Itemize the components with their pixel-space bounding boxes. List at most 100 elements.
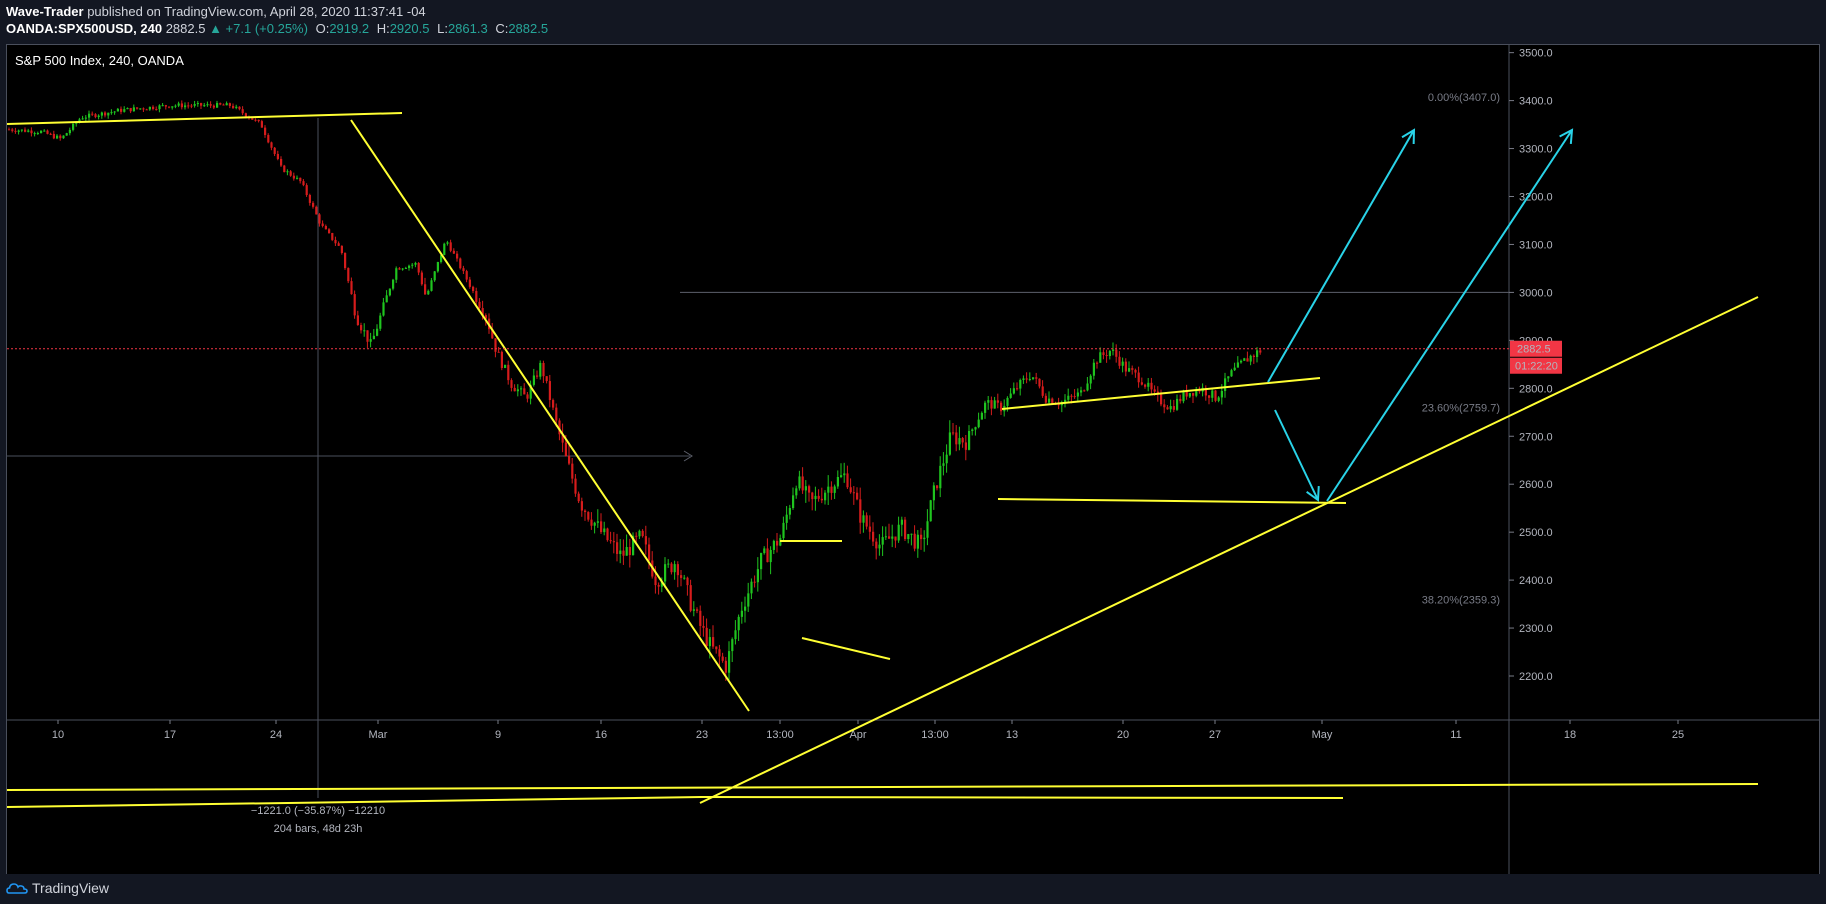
candle-body — [484, 315, 487, 319]
candle-body — [1009, 393, 1012, 398]
candle-body — [1259, 350, 1262, 353]
candle-body — [84, 117, 87, 119]
candle-body — [952, 432, 955, 434]
tradingview-logo[interactable]: TradingView — [6, 878, 109, 898]
high-value: 2920.5 — [389, 21, 430, 36]
x-tick-label: 13:00 — [921, 729, 949, 741]
candle-body — [1128, 368, 1131, 372]
candle-body — [1134, 369, 1137, 373]
trendline-drawing[interactable] — [6, 112, 403, 125]
trendline-drawing[interactable] — [6, 783, 1759, 791]
candle-body — [334, 239, 337, 244]
trendline-drawing[interactable] — [997, 498, 1347, 504]
candle-body — [155, 108, 158, 110]
candle-body — [257, 119, 260, 122]
trendline-drawing[interactable] — [699, 296, 1759, 804]
candle-body — [1220, 390, 1223, 398]
candle-body — [40, 130, 43, 134]
footer — [0, 874, 1826, 904]
candle-body — [523, 388, 526, 395]
candle-body — [318, 214, 321, 224]
candle-body — [881, 537, 884, 545]
candle-body — [468, 279, 471, 287]
low-value: 2861.3 — [447, 21, 488, 36]
candle-body — [1025, 378, 1028, 380]
tradingview-brand: TradingView — [32, 880, 110, 896]
y-tick-label: 2400.0 — [1519, 575, 1553, 587]
candle-body — [670, 563, 673, 573]
trendline-drawing[interactable] — [6, 796, 703, 808]
candle-body — [56, 135, 59, 139]
candle-body — [72, 123, 75, 130]
tradingview-cloud-icon — [6, 883, 28, 894]
y-tick-label: 3100.0 — [1519, 239, 1553, 251]
candle-body — [174, 105, 177, 107]
candle-body — [1057, 404, 1060, 406]
candle-body — [260, 121, 263, 128]
trendline-drawing[interactable] — [699, 796, 1344, 799]
candle-body — [808, 486, 811, 493]
chart-area[interactable] — [6, 44, 1820, 881]
candle-body — [270, 142, 273, 148]
candle-body — [254, 119, 257, 121]
candle-body — [657, 585, 660, 587]
candle-body — [852, 492, 855, 494]
candle-body — [635, 535, 638, 537]
candle-body — [766, 548, 769, 563]
candle-body — [932, 485, 935, 501]
candle-body — [856, 492, 859, 500]
arrowhead-icon — [1401, 128, 1416, 145]
candle-body — [836, 477, 839, 487]
candle-body — [264, 127, 267, 135]
candle-body — [340, 245, 343, 254]
candle-body — [1051, 398, 1054, 405]
candle-body — [369, 339, 372, 342]
candle-body — [1211, 390, 1214, 398]
projection-arrow[interactable] — [1274, 409, 1319, 501]
y-tick-label: 2500.0 — [1519, 527, 1553, 539]
x-tick-label: 13 — [1006, 729, 1018, 741]
candle-body — [516, 389, 519, 392]
candle-body — [971, 429, 974, 432]
author-name[interactable]: Wave-Trader — [6, 4, 84, 19]
candle-body — [430, 280, 433, 291]
candle-body — [88, 113, 91, 118]
candle-body — [948, 432, 951, 455]
candle-body — [184, 105, 187, 108]
candle-body — [241, 109, 244, 114]
candle-body — [1118, 356, 1121, 366]
candle-body — [942, 463, 945, 466]
candle-body — [577, 493, 580, 502]
candle-body — [404, 267, 407, 269]
candle-body — [718, 649, 721, 657]
candle-body — [168, 106, 171, 108]
candle-body — [712, 637, 715, 647]
candle-body — [548, 381, 551, 401]
candle-body — [206, 104, 209, 106]
candle-body — [939, 465, 942, 489]
trendline-drawing[interactable] — [801, 637, 891, 660]
candle-body — [308, 194, 311, 203]
x-tick-label: 25 — [1672, 729, 1684, 741]
close-value: 2882.5 — [508, 21, 549, 36]
candle-body — [388, 288, 391, 296]
projection-arrow[interactable] — [1326, 129, 1573, 502]
candle-body — [30, 130, 33, 134]
trendline-drawing[interactable] — [1001, 377, 1321, 410]
trendline-drawing[interactable] — [350, 119, 750, 712]
candle-body — [1192, 393, 1195, 396]
projection-arrow[interactable] — [1267, 129, 1415, 383]
candle-body — [1252, 355, 1255, 358]
candle-body — [760, 553, 763, 570]
candle-body — [1153, 389, 1156, 392]
candle-body — [1166, 407, 1169, 410]
candle-body — [344, 253, 347, 269]
last-price: 2882.5 — [165, 21, 206, 36]
candle-body — [1172, 406, 1175, 410]
candle-body — [200, 103, 203, 106]
candle-body — [33, 133, 36, 135]
x-tick-label: 20 — [1117, 729, 1129, 741]
candle-body — [328, 229, 331, 233]
candle-body — [427, 290, 430, 295]
